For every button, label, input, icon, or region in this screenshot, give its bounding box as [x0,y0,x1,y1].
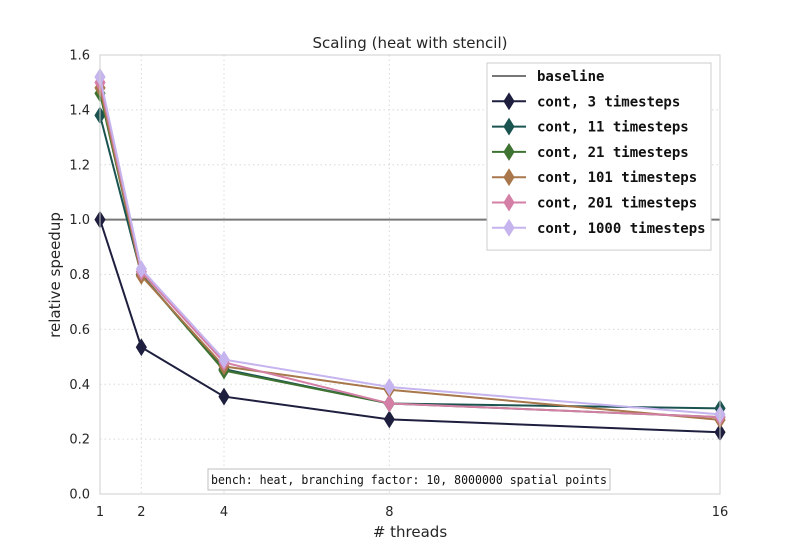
y-axis-label: relative speedup [46,212,64,338]
y-tick-label: 1.4 [69,103,90,118]
legend-item: baseline [492,69,604,85]
legend-label: cont, 101 timesteps [537,170,697,186]
legend-frame [486,62,712,251]
data-point [383,378,395,396]
y-tick-label: 0.0 [69,488,90,503]
y-tick-label: 1.0 [69,213,90,228]
legend-marker [503,117,515,136]
x-tick-labels: 1 2 4 8 16 [96,505,728,520]
legend-item: cont, 201 timesteps [492,193,697,212]
y-tick-label: 1.6 [69,49,90,64]
y-tick-labels: 0.0 0.2 0.4 0.6 0.8 1.0 1.2 1.4 1.6 [69,49,90,503]
data-point [218,350,230,369]
x-tick-label: 1 [96,505,104,520]
y-tick-label: 0.2 [69,433,90,448]
legend-item: cont, 3 timesteps [492,92,680,111]
legend-label: baseline [537,69,604,85]
legend-label: cont, 21 timesteps [537,145,689,161]
annotation-text: bench: heat, branching factor: 10, 80000… [211,472,607,487]
x-tick-label: 8 [385,505,393,520]
legend-label: cont, 1000 timesteps [537,221,706,237]
legend-item: cont, 21 timesteps [492,142,689,161]
legend-item: cont, 101 timesteps [492,168,697,187]
series-6 [94,68,726,424]
y-tick-label: 0.8 [69,268,90,283]
annotation-frame [207,468,611,491]
legend-item: cont, 1000 timesteps [492,218,706,237]
y-tick-label: 1.2 [69,158,90,173]
annotation-box: bench: heat, branching factor: 10, 80000… [207,468,611,491]
legend-marker [503,92,515,111]
data-point [383,394,395,413]
legend-item: cont, 11 timesteps [492,117,689,136]
y-tick-label: 0.4 [69,378,90,393]
legend-marker [503,193,515,212]
plot-frame [99,54,721,495]
legend-marker [503,142,515,161]
data-point [383,410,395,429]
x-tick-label: 2 [137,505,145,520]
legend: baseline cont, 3 timesteps cont, 11 timest… [486,62,712,251]
legend-label: cont, 11 timesteps [537,120,689,136]
legend-marker [503,218,515,237]
legend-label: cont, 201 timesteps [537,196,697,212]
chart-title: Scaling (heat with stencil) [313,34,508,52]
series-1 [94,210,726,442]
legend-label: cont, 3 timesteps [537,94,680,110]
data-point [135,260,147,278]
x-tick-label: 4 [220,505,228,520]
legend-marker [503,168,515,187]
y-tick-label: 0.6 [69,323,90,338]
x-tick-label: 16 [712,505,729,520]
x-axis-label: # threads [373,523,448,541]
data-point [135,338,147,357]
data-point [218,387,230,406]
